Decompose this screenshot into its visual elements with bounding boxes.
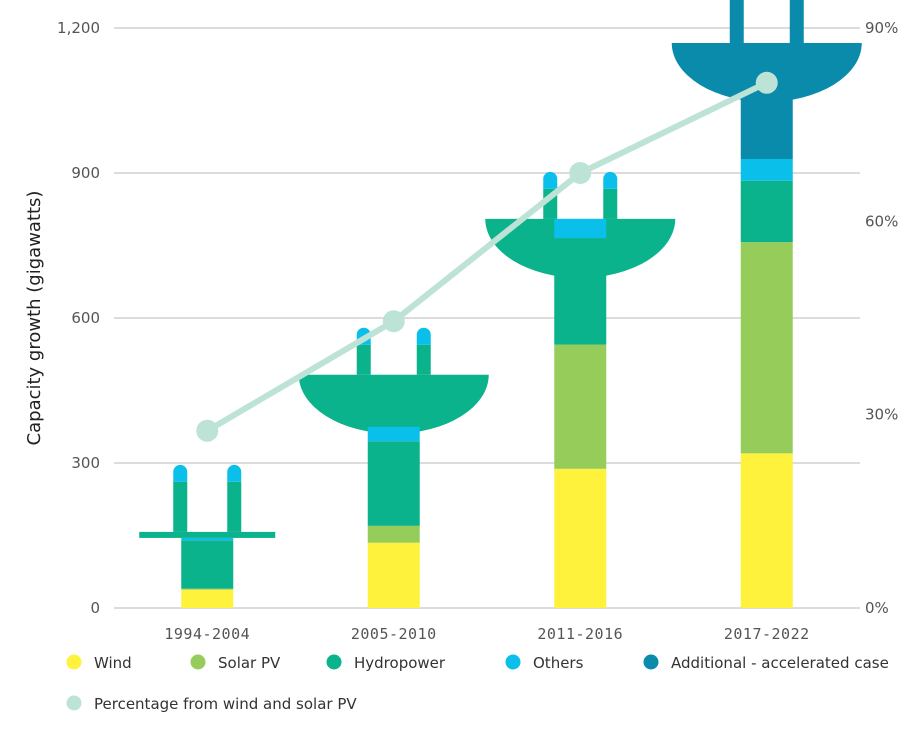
legend-label: Percentage from wind and solar PV [94, 695, 357, 713]
plug-prong [603, 188, 618, 219]
percentage-point [755, 71, 778, 94]
plug-prong-tip [603, 171, 618, 189]
plug-prong-tip [543, 171, 558, 189]
right-axis-ticks: 0% 30% 60% 90% [865, 19, 898, 617]
plug-prong [789, 0, 804, 43]
legend-marker [66, 695, 82, 711]
y-tick-label: 0 [90, 599, 100, 617]
legend-label: Solar PV [218, 654, 281, 672]
left-axis-ticks: 0 300 600 900 1,200 [57, 19, 100, 617]
percentage-point [196, 419, 219, 442]
legend-marker [66, 654, 82, 670]
bar-segment [367, 441, 420, 526]
y-tick-label: 300 [71, 454, 100, 472]
bar-segment [740, 180, 793, 243]
y2-tick-label: 30% [865, 406, 898, 424]
bar-segment [740, 158, 793, 181]
legend-label: Others [533, 654, 584, 672]
percentage-point [382, 310, 405, 333]
bar-segment [554, 344, 607, 469]
legend: Wind Solar PV Hydropower Others Additional -… [66, 654, 889, 713]
y-tick-label: 600 [71, 309, 100, 327]
plug-head [298, 374, 489, 434]
percentage-line [196, 71, 778, 442]
y-tick-label: 900 [71, 164, 100, 182]
x-tick-label: 2017-2022 [724, 625, 810, 643]
legend-marker [190, 654, 206, 670]
percentage-line-path [205, 80, 769, 434]
plug-prong [416, 344, 431, 375]
y-tick-label: 1,200 [57, 19, 100, 37]
bar-segment [181, 537, 234, 541]
legend-marker [505, 654, 521, 670]
bar-segment [367, 542, 420, 608]
bar-segment [740, 453, 793, 608]
plug-prong [356, 344, 371, 375]
y-axis-label: Capacity growth (gigawatts) [24, 191, 45, 446]
y2-tick-label: 90% [865, 19, 898, 37]
x-tick-label: 1994-2004 [164, 625, 250, 643]
bar-segment [740, 42, 793, 159]
bar-segment [367, 426, 420, 442]
bar-segment [554, 218, 607, 239]
bar-segment [181, 589, 234, 608]
plug-plate [139, 531, 276, 538]
x-tick-label: 2005-2010 [351, 625, 437, 643]
bar-segment [181, 540, 234, 589]
legend-label: Wind [94, 654, 132, 672]
stacked-bars [181, 42, 793, 608]
plug-prong-tip [227, 464, 242, 482]
y2-tick-label: 60% [865, 212, 898, 230]
bar-segment [554, 238, 607, 345]
x-axis-ticks: 1994-2004 2005-2010 2011-2016 2017-2022 [164, 625, 809, 643]
plug-prong [729, 0, 744, 43]
legend-marker [326, 654, 342, 670]
legend-marker [643, 654, 659, 670]
bar-segment [740, 242, 793, 454]
plug-prong-tip [173, 464, 188, 482]
bar-segment [554, 468, 607, 608]
gridlines [114, 27, 860, 609]
y2-tick-label: 0% [865, 599, 889, 617]
x-tick-label: 2011-2016 [537, 625, 623, 643]
percentage-point [569, 162, 592, 184]
bar-segment [367, 525, 420, 543]
plug-prong-tip [416, 327, 431, 345]
legend-label: Additional - accelerated case [671, 654, 889, 672]
plug-prong [173, 481, 188, 532]
plug-prong [227, 481, 242, 532]
legend-label: Hydropower [354, 654, 446, 672]
bar-segment [181, 588, 234, 590]
